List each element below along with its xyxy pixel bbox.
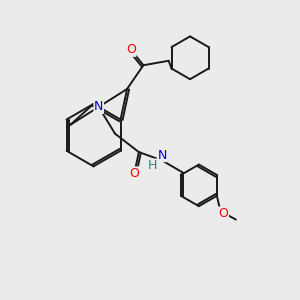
Text: H: H: [148, 159, 157, 172]
Text: N: N: [157, 148, 167, 162]
Text: O: O: [126, 43, 136, 56]
Text: O: O: [218, 207, 228, 220]
Text: N: N: [94, 100, 104, 113]
Text: O: O: [129, 167, 139, 180]
